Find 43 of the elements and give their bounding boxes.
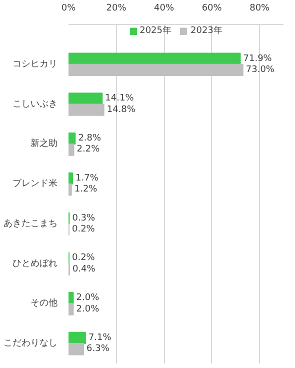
y-tick-label: こしいぶき — [12, 99, 58, 110]
data-label: 2.8% — [78, 134, 102, 144]
bar — [68, 303, 74, 316]
data-label: 0.3% — [72, 213, 96, 224]
bar — [68, 292, 74, 304]
data-label: 14.1% — [105, 94, 134, 104]
bar — [68, 64, 244, 76]
y-tick-label: その他 — [30, 298, 58, 309]
y-tick-label: こだわりなし — [4, 338, 58, 349]
data-label: 6.3% — [86, 344, 110, 354]
data-label: 14.8% — [106, 104, 136, 115]
x-tick-label: 40% — [154, 4, 175, 14]
bar — [68, 332, 86, 344]
y-tick-label: ひとめぼれ — [12, 258, 58, 269]
bar — [68, 343, 84, 356]
bar — [68, 104, 104, 116]
x-tick-label: 0% — [61, 4, 76, 14]
data-label: 0.2% — [72, 224, 96, 234]
data-label: 2.0% — [76, 293, 100, 304]
bar — [68, 52, 241, 65]
y-tick-label: 新之助 — [30, 138, 58, 150]
data-label: 0.4% — [72, 264, 96, 274]
x-tick-label: 20% — [106, 4, 127, 14]
data-label: 71.9% — [243, 54, 272, 64]
data-label: 73.0% — [246, 64, 275, 75]
y-tick-label: ブレンド米 — [12, 178, 58, 190]
y-tick-label: あきたこまち — [4, 218, 58, 229]
data-label: 2.2% — [76, 144, 100, 155]
x-tick-label: 80% — [250, 4, 270, 14]
data-label: 0.2% — [72, 253, 96, 264]
data-label: 1.7% — [76, 173, 99, 184]
legend-label: 2023年 — [190, 24, 222, 37]
y-tick-label: コシヒカリ — [12, 59, 58, 70]
bar — [68, 92, 103, 105]
data-label: 7.1% — [88, 332, 112, 343]
bar — [68, 132, 76, 145]
bar — [68, 184, 72, 196]
legend-label: 2025年 — [140, 24, 172, 37]
data-label: 2.0% — [76, 304, 100, 314]
bar — [68, 172, 74, 185]
data-label: 1.2% — [74, 184, 98, 195]
bar — [68, 144, 74, 156]
x-tick-label: 60% — [202, 4, 222, 14]
